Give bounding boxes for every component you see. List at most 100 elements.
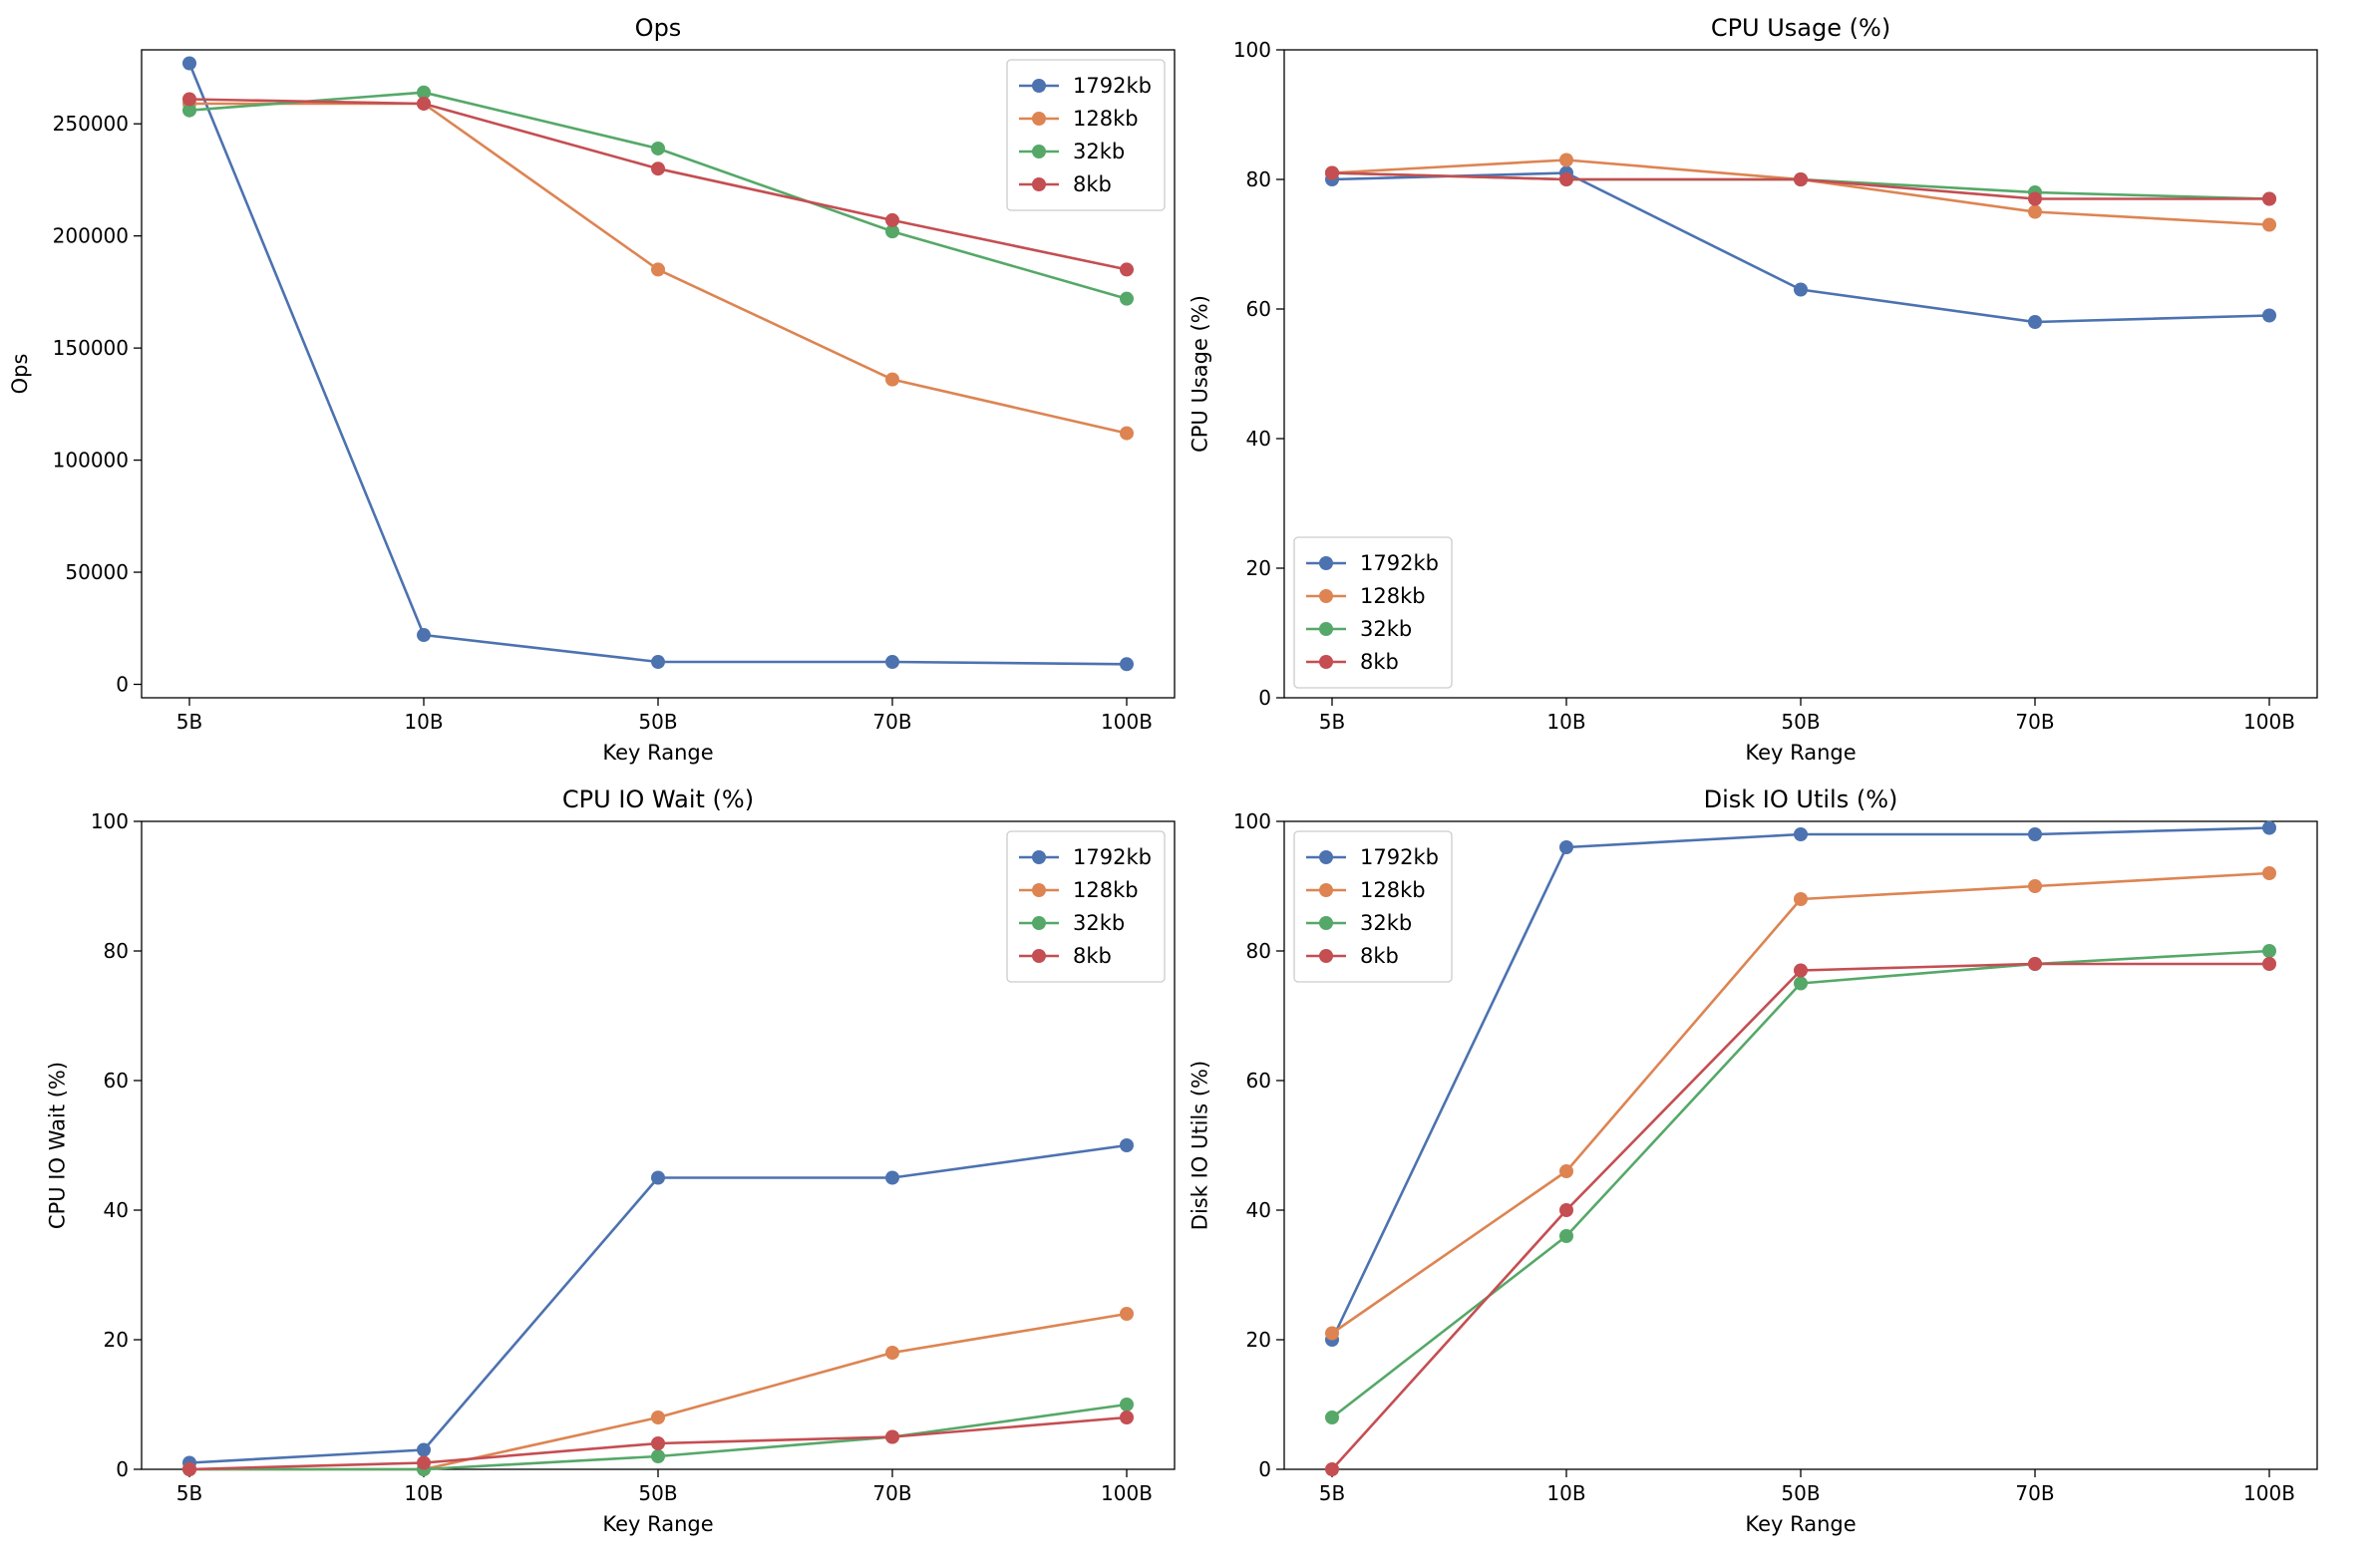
- legend-swatch-marker: [1032, 949, 1046, 963]
- legend-swatch-marker: [1319, 556, 1333, 570]
- data-point-1792kb: [885, 1170, 899, 1185]
- chart-title: CPU IO Wait (%): [562, 785, 754, 813]
- data-point-128kb: [2028, 204, 2042, 219]
- data-point-8kb: [885, 212, 899, 227]
- data-point-32kb: [651, 141, 665, 156]
- data-point-1792kb: [2028, 315, 2042, 329]
- data-point-8kb: [2028, 191, 2042, 206]
- data-point-1792kb: [1120, 657, 1134, 672]
- series-128kb: [1325, 866, 2276, 1341]
- series-32kb: [1325, 944, 2276, 1424]
- data-point-1792kb: [885, 655, 899, 670]
- data-point-128kb: [885, 1346, 899, 1360]
- legend-label: 128kb: [1073, 878, 1139, 902]
- legend: 1792kb 128kb 32kb 8kb: [1006, 59, 1166, 211]
- legend-label: 1792kb: [1073, 74, 1152, 98]
- data-point-1792kb: [1794, 827, 1808, 841]
- data-point-128kb: [1120, 1307, 1134, 1321]
- legend-label: 32kb: [1360, 617, 1412, 641]
- series-1792kb: [182, 56, 1134, 672]
- data-point-8kb: [2262, 191, 2276, 206]
- x-axis-label: Key Range: [602, 741, 713, 765]
- legend-swatch-marker: [1319, 916, 1333, 930]
- series-line-8kb: [1331, 962, 2269, 1470]
- legend: 1792kb 128kb 32kb 8kb: [1006, 830, 1166, 983]
- legend-item: 8kb: [1306, 944, 1399, 968]
- data-point-8kb: [1794, 172, 1808, 186]
- legend-box: [1293, 536, 1453, 689]
- data-point-8kb: [1120, 262, 1134, 277]
- legend-label: 1792kb: [1360, 551, 1439, 575]
- legend-item: 1792kb: [1019, 74, 1152, 98]
- data-point-128kb: [1794, 892, 1808, 906]
- series-8kb: [1325, 165, 2276, 206]
- y-tick-label: 0: [1258, 1457, 1271, 1481]
- legend-label: 8kb: [1073, 944, 1112, 968]
- legend-swatch-marker: [1032, 177, 1046, 191]
- x-tick-label: 50B: [1781, 1481, 1820, 1505]
- legend-label: 32kb: [1073, 911, 1125, 935]
- legend-item: 1792kb: [1019, 845, 1152, 869]
- x-axis-label: Key Range: [1745, 1512, 1856, 1536]
- data-point-8kb: [1794, 963, 1808, 978]
- legend-item: 128kb: [1019, 107, 1139, 131]
- y-tick-label: 40: [1246, 1198, 1271, 1222]
- y-tick-label: 60: [1246, 297, 1271, 321]
- series-1792kb: [182, 1138, 1134, 1470]
- legend-label: 8kb: [1360, 944, 1399, 968]
- legend: 1792kb 128kb 32kb 8kb: [1293, 830, 1453, 983]
- data-point-8kb: [1559, 1203, 1573, 1217]
- y-tick-label: 80: [1246, 167, 1271, 191]
- x-tick-label: 10B: [404, 1481, 443, 1505]
- legend-label: 128kb: [1360, 878, 1426, 902]
- legend-item: 8kb: [1019, 172, 1112, 196]
- series-8kb: [182, 1411, 1134, 1476]
- data-point-8kb: [417, 96, 431, 111]
- legend-label: 128kb: [1073, 107, 1139, 131]
- x-axis-label: Key Range: [1745, 741, 1856, 765]
- data-point-32kb: [1120, 1398, 1134, 1411]
- legend-swatch-marker: [1032, 79, 1046, 93]
- chart-title: Ops: [635, 14, 682, 42]
- data-point-32kb: [1794, 976, 1808, 991]
- data-point-8kb: [2262, 957, 2276, 971]
- legend-box: [1006, 59, 1166, 211]
- y-tick-label: 40: [104, 1198, 129, 1222]
- x-tick-label: 5B: [1319, 1481, 1345, 1505]
- x-tick-label: 50B: [1781, 710, 1820, 734]
- y-tick-label: 100: [1233, 809, 1271, 833]
- y-tick-label: 100: [1233, 38, 1271, 62]
- y-axis-label: CPU IO Wait (%): [46, 1062, 70, 1229]
- y-tick-label: 150000: [53, 336, 129, 360]
- y-tick-label: 20: [1246, 1328, 1271, 1352]
- x-tick-label: 10B: [1546, 1481, 1585, 1505]
- data-point-32kb: [1120, 291, 1134, 306]
- legend-label: 32kb: [1073, 140, 1125, 163]
- legend-swatch-marker: [1319, 655, 1333, 669]
- data-point-32kb: [1325, 1411, 1339, 1424]
- data-point-32kb: [2262, 944, 2276, 958]
- x-tick-label: 70B: [872, 1481, 911, 1505]
- data-point-32kb: [1559, 1229, 1573, 1243]
- y-tick-label: 100: [91, 809, 129, 833]
- series-1792kb: [1325, 165, 2276, 329]
- series-8kb: [182, 92, 1134, 277]
- legend-swatch-marker: [1032, 916, 1046, 930]
- legend-swatch-marker: [1319, 883, 1333, 897]
- chart-panel-4: Disk IO Utils (%) 5B 10B 50B 70B 100B 0 20 40 60 8…: [1189, 785, 2318, 1536]
- series-8kb: [1325, 957, 2276, 1476]
- legend-item: 32kb: [1019, 911, 1125, 935]
- series-line-128kb: [1331, 871, 2270, 1335]
- data-point-128kb: [1559, 1164, 1573, 1178]
- x-tick-label: 100B: [1101, 710, 1153, 734]
- legend-swatch-marker: [1319, 949, 1333, 963]
- data-point-8kb: [1325, 165, 1339, 180]
- data-point-128kb: [2262, 866, 2276, 880]
- data-point-1792kb: [1120, 1138, 1134, 1152]
- legend-item: 128kb: [1306, 584, 1426, 608]
- x-tick-label: 100B: [1101, 1481, 1153, 1505]
- x-tick-label: 5B: [176, 710, 202, 734]
- series-1792kb: [1325, 820, 2276, 1347]
- legend-item: 1792kb: [1306, 551, 1439, 575]
